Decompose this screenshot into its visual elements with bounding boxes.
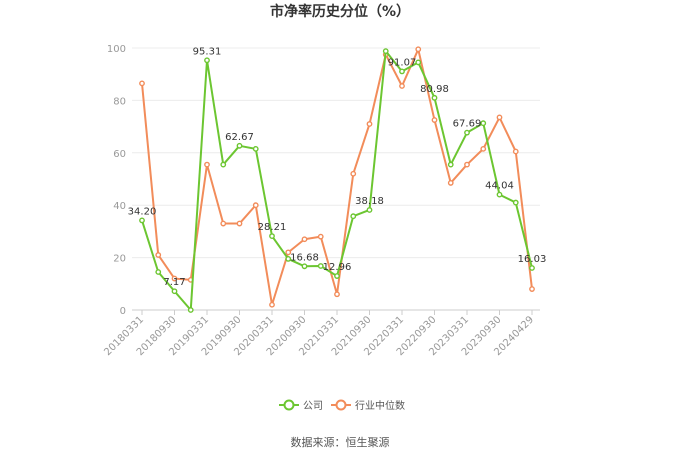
data-point[interactable]: [301, 263, 308, 270]
data-point[interactable]: [496, 114, 503, 121]
data-point[interactable]: [415, 46, 422, 53]
y-axis: 0 20 40 60 80 100: [107, 44, 126, 317]
legend-item-industry-median[interactable]: 行业中位数: [331, 399, 405, 412]
data-point[interactable]: [301, 236, 308, 243]
data-point[interactable]: [171, 288, 178, 295]
data-point[interactable]: [447, 161, 454, 168]
data-point[interactable]: [317, 233, 324, 240]
data-point[interactable]: [399, 68, 405, 75]
y-tick-label: 40: [113, 201, 126, 212]
data-point[interactable]: [252, 202, 259, 209]
data-label: 38.18: [355, 196, 384, 207]
data-label: 62.67: [225, 132, 254, 143]
data-point[interactable]: [317, 263, 324, 269]
data-label: 80.98: [420, 84, 449, 95]
data-point[interactable]: [139, 80, 145, 87]
data-point[interactable]: [431, 94, 438, 101]
data-point[interactable]: [204, 161, 210, 168]
data-point[interactable]: [236, 220, 243, 227]
data-label: 28.21: [258, 222, 287, 233]
data-point[interactable]: [529, 265, 535, 271]
data-point[interactable]: [464, 161, 470, 168]
data-point[interactable]: [382, 48, 389, 55]
data-label: 67.69: [453, 119, 482, 130]
legend-label: 行业中位数: [355, 399, 405, 412]
series-company: [139, 48, 535, 313]
data-point[interactable]: [139, 217, 145, 224]
data-label: 34.20: [128, 206, 157, 217]
data-label: 44.04: [485, 181, 514, 192]
data-point[interactable]: [464, 129, 470, 136]
legend[interactable]: 公司 行业中位数: [279, 399, 405, 412]
data-label: 95.31: [193, 46, 222, 57]
data-point[interactable]: [334, 291, 340, 298]
data-point[interactable]: [285, 256, 292, 262]
series-layer: [139, 46, 535, 313]
data-point[interactable]: [480, 120, 487, 127]
data-label: 7.17: [163, 277, 185, 288]
data-point[interactable]: [171, 275, 178, 282]
data-point[interactable]: [366, 207, 373, 213]
data-point[interactable]: [285, 249, 292, 256]
y-tick-label: 100: [107, 44, 126, 55]
x-axis: 2018033120180930201903312019093020200331…: [102, 310, 536, 358]
y-tick-label: 0: [120, 306, 126, 317]
data-point[interactable]: [269, 233, 275, 239]
data-point[interactable]: [220, 161, 227, 168]
data-point[interactable]: [415, 59, 422, 66]
data-point[interactable]: [350, 170, 357, 177]
data-point[interactable]: [269, 301, 275, 308]
data-point[interactable]: [529, 286, 535, 292]
data-point[interactable]: [252, 145, 259, 152]
data-point[interactable]: [204, 57, 210, 64]
data-point[interactable]: [155, 252, 162, 258]
chart-title: 市净率历史分位（%）: [270, 3, 410, 20]
data-point[interactable]: [155, 269, 162, 275]
data-point[interactable]: [431, 117, 438, 123]
data-point[interactable]: [512, 148, 519, 155]
data-point[interactable]: [334, 273, 340, 279]
y-tick-label: 20: [113, 254, 126, 265]
series-industry-median: [139, 46, 535, 308]
data-point[interactable]: [399, 83, 405, 89]
legend-item-company[interactable]: 公司: [279, 399, 323, 413]
data-point[interactable]: [496, 191, 503, 198]
data-source: 数据来源：恒生聚源: [291, 435, 390, 449]
data-point[interactable]: [187, 307, 194, 313]
data-point[interactable]: [447, 180, 454, 186]
data-point[interactable]: [236, 142, 243, 149]
data-point[interactable]: [512, 199, 519, 206]
y-tick-label: 80: [113, 96, 126, 107]
data-point[interactable]: [366, 121, 373, 127]
legend-label: 公司: [303, 401, 323, 412]
data-label: 12.96: [323, 262, 352, 273]
data-label: 16.03: [518, 254, 547, 265]
legend-marker: [283, 399, 295, 411]
data-point[interactable]: [350, 213, 357, 220]
y-tick-label: 60: [113, 149, 126, 160]
data-labels: 34.20 7.17 95.31 62.67 28.21 16.68 12.96 38.18 9…: [128, 46, 547, 288]
data-point[interactable]: [220, 220, 227, 227]
data-label: 16.68: [290, 252, 319, 263]
data-label: 91.07: [388, 57, 417, 68]
data-point[interactable]: [480, 145, 487, 152]
legend-marker: [335, 399, 347, 411]
